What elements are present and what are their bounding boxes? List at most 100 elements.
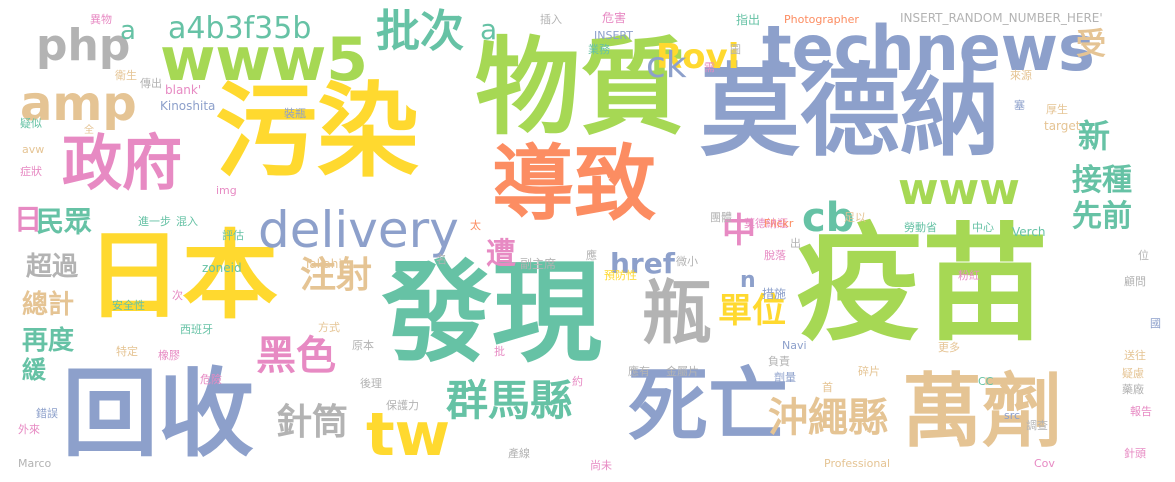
word-syringe: 針筒 <box>276 402 349 443</box>
word-small: 副主席 <box>520 257 557 271</box>
word-recall: 回收 <box>62 358 254 470</box>
word-exceed: 超過 <box>26 252 79 282</box>
word-death: 死亡 <box>628 359 788 452</box>
word-previously: 先前 <box>1072 199 1132 234</box>
word-small: 勞動省 <box>904 221 937 234</box>
word-vaccine: 疫苗 <box>796 211 1048 358</box>
word-suffer: 遭 <box>486 237 516 272</box>
word-ck: ck <box>646 45 687 86</box>
word-a: a <box>480 13 498 46</box>
word-small: Takahiro <box>304 257 354 271</box>
word-small: zoneid <box>202 261 242 275</box>
word-small: 危險 <box>200 373 222 386</box>
word-small: CC <box>978 375 994 388</box>
word-small: avw <box>22 143 45 156</box>
word-small: 疑慮 <box>1122 367 1144 380</box>
word-small: target <box>1044 119 1081 133</box>
word-small: 錯誤 <box>36 407 58 420</box>
word-receive: 受 <box>1076 27 1106 62</box>
word-small: 團體 <box>710 211 732 224</box>
word-small: 傳出 <box>140 77 162 90</box>
word-cb: cb <box>802 195 855 241</box>
word-discover: 發現 <box>382 249 602 377</box>
word-php: php <box>36 20 131 71</box>
word-small: Photographer <box>784 13 859 26</box>
word-small: 調查 <box>1026 419 1048 432</box>
word-small: 足以 <box>844 211 866 224</box>
word-small: 全 <box>84 125 94 136</box>
word-technews: technews <box>762 12 1095 85</box>
word-contamination: 污染 <box>215 73 419 192</box>
word-www: www <box>898 164 1020 215</box>
word-small: 外來 <box>18 423 40 436</box>
word-small: 方式 <box>318 321 340 334</box>
word-small: 疑似 <box>20 117 42 130</box>
word-small: 微小 <box>676 255 698 268</box>
word-small: 原本 <box>352 339 374 352</box>
word-small: 插入 <box>540 13 562 26</box>
word-small: 批 <box>494 345 505 358</box>
word-small: 針頭 <box>1124 447 1146 460</box>
word-unit: 單位 <box>718 291 786 331</box>
word-black: 黑色 <box>256 333 336 379</box>
word-small: 橡膠 <box>158 349 180 362</box>
word-gunma: 群馬縣 <box>446 376 573 425</box>
word-middle: 中 <box>722 211 756 251</box>
word-tw: tw <box>366 400 451 470</box>
word-small: 太 <box>470 219 481 232</box>
word-small: 症狀 <box>20 165 42 178</box>
word-new: 新 <box>1078 117 1111 155</box>
word-small: 約 <box>572 375 583 388</box>
word-small: 莫德納瓶 <box>744 217 788 230</box>
word-public: 民眾 <box>36 205 93 238</box>
word-small: 安全性 <box>112 299 145 312</box>
word-small: 裝瓶 <box>284 107 306 120</box>
word-small: 產線 <box>508 447 530 460</box>
word-injection: 注射 <box>300 255 373 296</box>
word-cause: 導致 <box>492 137 657 232</box>
word-japan: 日本 <box>86 220 278 332</box>
word-small: 中心 <box>972 221 994 234</box>
word-small: 負責 <box>768 355 790 368</box>
word-small: 送往 <box>1124 349 1146 362</box>
word-small: 報告 <box>1130 405 1152 418</box>
word-small: 評估 <box>222 229 244 242</box>
word-delivery: delivery <box>258 201 459 259</box>
word-amp: amp <box>20 76 137 132</box>
word-small: Verch <box>1012 225 1046 239</box>
word-again: 再度 <box>22 326 75 356</box>
word-small: 異物 <box>90 13 112 26</box>
word-a4b3f35b: a4b3f35b <box>168 11 312 46</box>
word-www5: www5 <box>160 25 369 95</box>
word-moderna: 莫德納 <box>700 53 1000 170</box>
word-small: INSERT <box>594 29 633 42</box>
word-small: 粉紅 <box>958 269 980 282</box>
word-small: 尚未 <box>590 459 612 472</box>
word-government: 政府 <box>62 129 182 199</box>
word-small: 名 <box>436 253 447 266</box>
word-small: 厚生 <box>1046 103 1068 116</box>
word-small: 來源 <box>1010 69 1032 82</box>
word-small: 出 <box>790 237 801 250</box>
word-small: 指出 <box>736 13 761 27</box>
word-small: 劑量 <box>774 371 796 384</box>
word-day: 日 <box>14 203 43 236</box>
word-small: INSERT_RANDOM_NUMBER_HERE' <box>900 11 1103 25</box>
word-rovi: Rovi <box>656 37 740 77</box>
word-small: 塞 <box>1014 99 1025 112</box>
word-small: 脫落 <box>764 249 786 262</box>
word-small: 進一步 <box>138 215 171 228</box>
word-small: Marco <box>18 457 52 470</box>
word-small: 西班牙 <box>180 323 213 336</box>
word-small: 顧問 <box>1124 275 1146 288</box>
word-a-small: a <box>120 16 136 46</box>
word-small: Flickr <box>764 217 794 230</box>
word-total: 總計 <box>22 290 75 320</box>
word-small: 特定 <box>116 345 138 358</box>
word-small: 後理 <box>360 377 382 390</box>
word-small: Navi <box>782 339 807 352</box>
word-small: 首 <box>822 381 833 394</box>
word-batch: 批次 <box>376 6 464 57</box>
word-small: 碎片 <box>858 365 880 378</box>
